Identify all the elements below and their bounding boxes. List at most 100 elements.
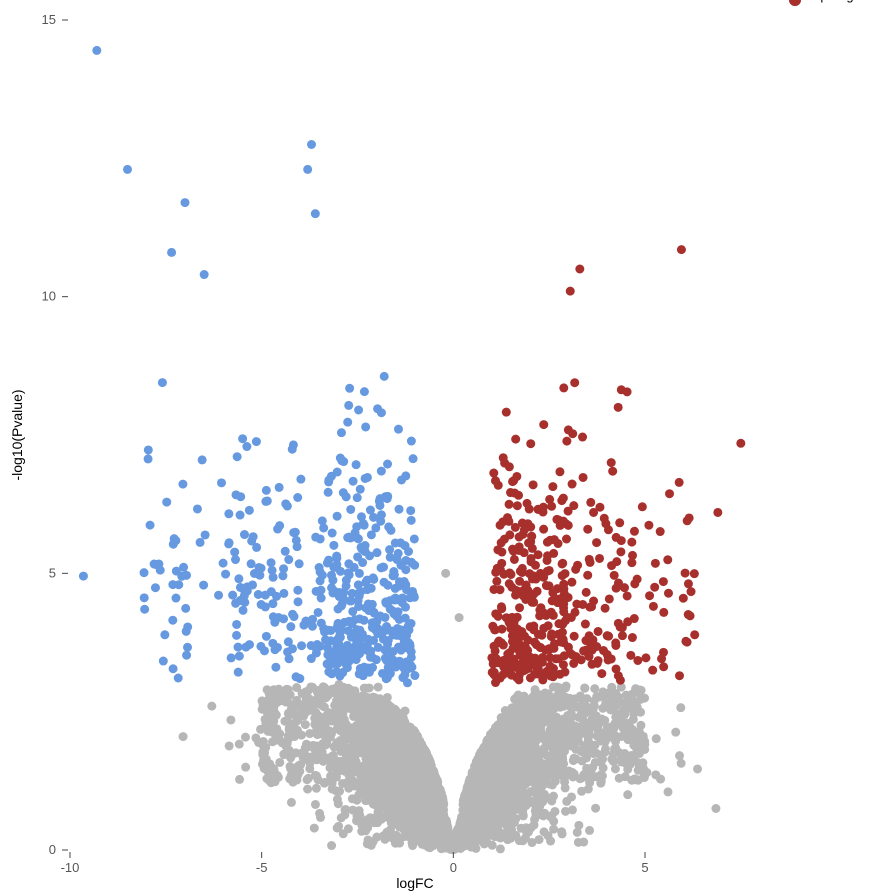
data-point — [256, 642, 265, 651]
data-point — [348, 794, 357, 803]
data-point — [634, 729, 643, 738]
data-point — [310, 824, 319, 833]
data-point — [332, 773, 341, 782]
data-point — [436, 814, 445, 823]
data-point — [582, 719, 591, 728]
data-point — [351, 746, 360, 755]
data-point — [337, 428, 346, 437]
data-point — [519, 743, 528, 752]
data-point — [515, 785, 524, 794]
data-point — [160, 630, 169, 639]
data-point — [390, 706, 399, 715]
data-point — [539, 745, 548, 754]
data-point — [369, 694, 378, 703]
data-point — [327, 841, 336, 850]
data-point — [353, 493, 362, 502]
data-point — [491, 773, 500, 782]
data-point — [630, 774, 639, 783]
data-point — [181, 604, 190, 613]
data-point — [375, 721, 384, 730]
data-point — [485, 737, 494, 746]
data-point — [472, 784, 481, 793]
data-point — [179, 563, 188, 572]
data-point — [390, 769, 399, 778]
data-point — [311, 533, 320, 542]
data-point — [258, 739, 267, 748]
data-point — [162, 498, 171, 507]
data-point — [261, 602, 270, 611]
data-point — [410, 671, 419, 680]
data-point — [293, 770, 302, 779]
data-point — [549, 730, 558, 739]
data-point — [377, 467, 386, 476]
data-point — [346, 505, 355, 514]
data-point — [235, 775, 244, 784]
data-point — [596, 750, 605, 759]
data-point — [327, 752, 336, 761]
data-point — [480, 744, 489, 753]
data-point — [144, 454, 153, 463]
data-point — [292, 696, 301, 705]
data-point — [159, 657, 168, 666]
data-point — [333, 704, 342, 713]
data-point — [403, 778, 412, 787]
data-point — [275, 483, 284, 492]
data-point — [337, 757, 346, 766]
data-point — [349, 777, 358, 786]
data-point — [489, 756, 498, 765]
data-point — [331, 786, 340, 795]
data-point — [503, 822, 512, 831]
data-point — [293, 586, 302, 595]
data-point — [325, 708, 334, 717]
data-point — [535, 725, 544, 734]
data-point — [366, 817, 375, 826]
data-point — [232, 620, 241, 629]
data-point — [249, 532, 258, 541]
data-point — [345, 384, 354, 393]
data-point — [285, 724, 294, 733]
data-point — [297, 641, 306, 650]
data-point — [457, 812, 466, 821]
data-point — [628, 690, 637, 699]
data-point — [498, 744, 507, 753]
data-point — [425, 843, 434, 852]
data-point — [320, 778, 329, 787]
data-point — [538, 778, 547, 787]
data-point — [264, 700, 273, 709]
data-point — [265, 773, 274, 782]
data-point — [312, 771, 321, 780]
data-point — [511, 735, 520, 744]
data-point — [476, 815, 485, 824]
data-point — [504, 771, 513, 780]
data-point — [470, 769, 479, 778]
data-point — [408, 792, 417, 801]
data-point — [351, 711, 360, 720]
data-point — [360, 728, 369, 737]
data-point — [603, 734, 612, 743]
data-point — [541, 689, 550, 698]
data-point — [498, 797, 507, 806]
data-point — [352, 721, 361, 730]
data-point — [518, 809, 527, 818]
data-point — [387, 741, 396, 750]
plot-background — [0, 0, 888, 894]
data-point — [234, 574, 243, 583]
data-point — [335, 743, 344, 752]
data-point — [227, 653, 236, 662]
data-point — [358, 558, 367, 567]
data-point — [262, 632, 271, 641]
data-point — [342, 492, 351, 501]
data-point — [462, 802, 471, 811]
data-point — [258, 750, 267, 759]
data-point — [507, 703, 516, 712]
data-point — [411, 821, 420, 830]
data-point — [333, 723, 342, 732]
data-point — [383, 724, 392, 733]
data-point — [564, 733, 573, 742]
data-point — [582, 753, 591, 762]
data-point — [581, 729, 590, 738]
data-point — [228, 591, 237, 600]
data-point — [410, 738, 419, 747]
data-point — [526, 716, 535, 725]
data-point — [488, 841, 497, 850]
